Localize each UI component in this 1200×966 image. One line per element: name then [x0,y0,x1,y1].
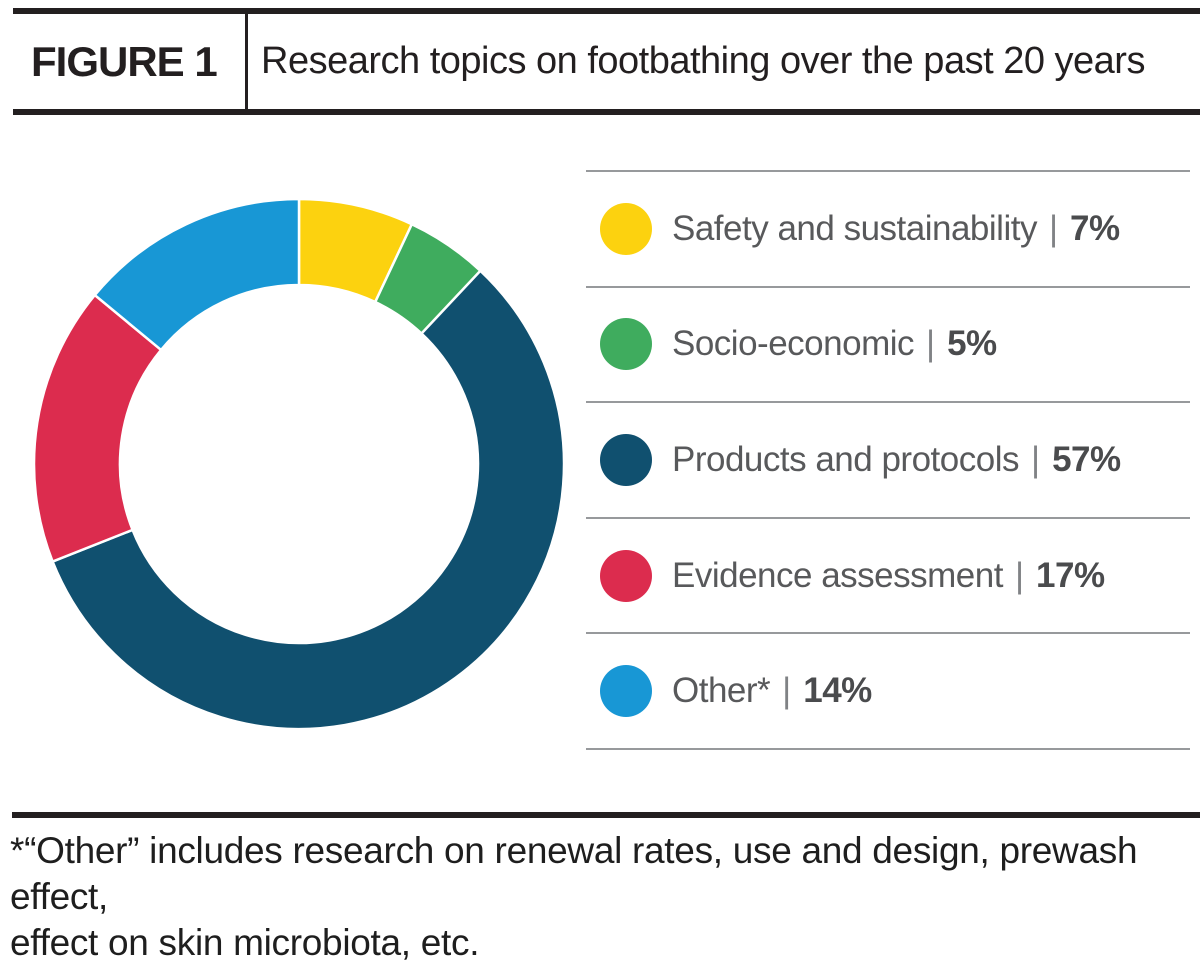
legend-row-socio-economic: Socio-economic | 5% [586,285,1190,402]
donut-segment-other [93,197,301,352]
header-divider [245,14,248,109]
legend-pct: 7% [1070,208,1120,248]
legend-label: Socio-economic [672,324,915,364]
legend-row-products: Products and protocols | 57% [586,401,1190,517]
figure-title: Research topics on footbathing over the … [261,40,1145,82]
footnote-rule [12,812,1200,818]
legend-pct: 5% [947,324,997,364]
header-bottom-rule [13,109,1200,115]
legend-label: Other* [672,671,771,711]
legend-label: Safety and sustainability [672,208,1037,248]
legend-separator: | [782,671,792,711]
legend-swatch-other-icon [600,665,652,718]
legend-pct: 17% [1036,555,1105,595]
figure-label: FIGURE 1 [31,37,218,85]
donut-chart-wrap [31,196,567,732]
legend-pct: 57% [1052,439,1121,479]
legend-pct: 14% [803,671,872,711]
legend-separator: | [926,324,936,364]
legend-separator: | [1014,555,1025,595]
footnote-line-2: effect on skin microbiota, etc. [10,922,480,963]
legend-swatch-socio-economic-icon [600,318,652,371]
donut-chart [32,197,566,731]
legend-row-evidence: Evidence assessment | 17% [586,516,1190,633]
legend-separator: | [1030,439,1041,479]
footnote: *“Other” includes research on renewal ra… [10,828,1190,966]
legend-label: Products and protocols [672,439,1019,479]
legend-row-other: Other* | 14% [586,632,1190,748]
legend-row-safety: Safety and sustainability | 7% [586,170,1190,286]
legend-swatch-products-icon [600,433,652,486]
donut-segment-products-and-protocols [50,269,566,731]
legend-swatch-safety-icon [600,202,652,255]
legend-swatch-evidence-icon [600,549,652,602]
footnote-line-1: *“Other” includes research on renewal ra… [10,830,1138,917]
figure-page: { "header": { "figure_label": "FIGURE 1"… [10,8,1200,963]
legend-label: Evidence assessment [672,555,1003,595]
legend: Safety and sustainability | 7% Socio-eco… [586,170,1190,750]
legend-separator: | [1048,208,1059,248]
header-top-rule [13,8,1200,14]
